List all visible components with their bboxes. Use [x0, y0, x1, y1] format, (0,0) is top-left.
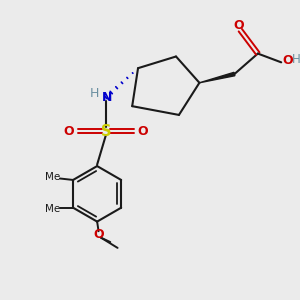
Text: S: S: [100, 124, 111, 139]
Text: H: H: [90, 87, 100, 101]
Text: Me: Me: [45, 172, 60, 182]
Polygon shape: [200, 72, 235, 83]
Text: O: O: [233, 19, 244, 32]
Text: O: O: [282, 54, 293, 68]
Text: N: N: [102, 91, 112, 104]
Text: H: H: [292, 53, 300, 67]
Text: O: O: [64, 124, 74, 137]
Text: O: O: [93, 228, 104, 241]
Text: O: O: [138, 124, 148, 137]
Text: Me: Me: [45, 204, 60, 214]
